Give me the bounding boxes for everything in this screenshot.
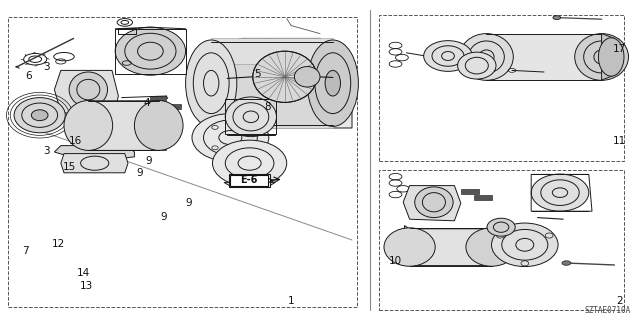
Text: 9: 9	[145, 156, 152, 166]
Text: 11: 11	[613, 136, 626, 147]
Text: 4: 4	[144, 98, 150, 108]
Text: 9: 9	[186, 198, 192, 208]
Ellipse shape	[192, 114, 269, 162]
Text: 15: 15	[63, 162, 76, 172]
Ellipse shape	[575, 34, 628, 80]
Text: 17: 17	[613, 44, 626, 54]
Ellipse shape	[134, 100, 183, 150]
FancyBboxPatch shape	[229, 174, 270, 187]
Polygon shape	[83, 101, 163, 150]
Polygon shape	[602, 34, 614, 80]
Polygon shape	[269, 38, 352, 90]
Ellipse shape	[424, 41, 472, 71]
Ellipse shape	[14, 98, 65, 133]
Ellipse shape	[225, 97, 276, 137]
Ellipse shape	[69, 72, 108, 107]
Ellipse shape	[302, 45, 351, 122]
Polygon shape	[61, 154, 128, 173]
Text: 9: 9	[136, 168, 143, 179]
Text: 13: 13	[80, 281, 93, 292]
Ellipse shape	[186, 40, 237, 126]
Ellipse shape	[531, 174, 589, 211]
Text: E-6: E-6	[240, 175, 258, 185]
Bar	[118, 28, 136, 34]
Text: 3: 3	[43, 146, 49, 156]
Bar	[461, 189, 479, 194]
Ellipse shape	[307, 40, 358, 126]
Ellipse shape	[458, 52, 496, 79]
Bar	[474, 195, 492, 200]
Text: 9: 9	[160, 212, 166, 222]
Bar	[230, 175, 268, 186]
Bar	[150, 146, 166, 150]
Text: 2: 2	[616, 296, 623, 307]
Text: 3: 3	[43, 62, 49, 72]
Ellipse shape	[253, 51, 317, 102]
Bar	[8, 17, 357, 307]
Ellipse shape	[553, 16, 561, 20]
Bar	[140, 138, 156, 142]
Ellipse shape	[115, 27, 186, 75]
Bar	[165, 104, 181, 109]
Ellipse shape	[212, 140, 287, 186]
Ellipse shape	[460, 34, 513, 80]
Polygon shape	[211, 64, 333, 128]
Text: 16: 16	[69, 136, 82, 146]
Polygon shape	[404, 226, 492, 266]
Text: 12: 12	[52, 239, 65, 249]
Ellipse shape	[218, 38, 269, 128]
Polygon shape	[486, 34, 602, 80]
Ellipse shape	[487, 218, 515, 236]
Ellipse shape	[562, 261, 571, 265]
Bar	[379, 15, 624, 161]
Ellipse shape	[598, 38, 624, 76]
Ellipse shape	[294, 67, 320, 87]
Bar	[150, 96, 166, 101]
Ellipse shape	[384, 228, 435, 266]
Bar	[379, 170, 624, 310]
Polygon shape	[403, 186, 461, 221]
Ellipse shape	[64, 100, 113, 150]
Text: E-6: E-6	[241, 175, 259, 186]
Text: 10: 10	[389, 256, 402, 266]
Polygon shape	[54, 146, 134, 160]
Text: 7: 7	[22, 246, 29, 256]
Text: 8: 8	[264, 102, 271, 112]
Polygon shape	[54, 70, 118, 122]
Ellipse shape	[466, 228, 517, 266]
Text: 6: 6	[26, 71, 32, 81]
Ellipse shape	[415, 187, 453, 218]
Polygon shape	[243, 38, 352, 128]
Text: SZTAE0710A: SZTAE0710A	[584, 306, 630, 315]
Text: 5: 5	[254, 69, 260, 79]
Text: 14: 14	[77, 268, 90, 278]
Polygon shape	[211, 38, 333, 64]
Polygon shape	[224, 182, 275, 186]
Ellipse shape	[31, 110, 48, 121]
Ellipse shape	[492, 223, 558, 267]
Ellipse shape	[325, 70, 340, 96]
Text: 1: 1	[288, 296, 294, 306]
